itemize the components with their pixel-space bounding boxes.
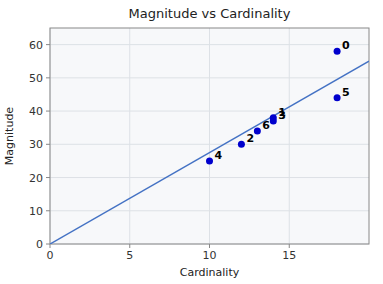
point-annotation: 6 — [262, 119, 270, 132]
y-tick-label: 40 — [29, 105, 43, 118]
y-grid-line — [50, 77, 369, 78]
x-tick — [209, 244, 210, 248]
point-annotation: 4 — [215, 149, 223, 162]
x-tick-label: 10 — [203, 249, 217, 262]
y-grid-line — [50, 111, 369, 112]
y-grid-line — [50, 44, 369, 45]
scatter-point — [254, 128, 261, 135]
y-tick-label: 20 — [29, 172, 43, 185]
x-tick-label: 0 — [47, 249, 54, 262]
y-tick-label: 0 — [36, 238, 43, 251]
chart-svg: 05101501020304050600123456Magnitude vs C… — [0, 0, 383, 284]
marks — [50, 48, 369, 244]
x-grid-line — [209, 28, 210, 244]
x-tick — [289, 244, 290, 248]
x-grid-line — [289, 28, 290, 244]
y-grid-line — [50, 177, 369, 178]
y-grid-line — [50, 210, 369, 211]
y-tick — [46, 244, 50, 245]
y-tick — [46, 111, 50, 112]
trend-line — [50, 61, 369, 244]
point-annotation: 2 — [246, 132, 254, 145]
y-tick — [46, 144, 50, 145]
scatter-point — [238, 141, 245, 148]
y-tick — [46, 77, 50, 78]
chart-container: 05101501020304050600123456Magnitude vs C… — [0, 0, 383, 284]
y-tick — [46, 44, 50, 45]
scatter-point — [334, 48, 341, 55]
point-annotation: 3 — [278, 109, 286, 122]
grid — [50, 28, 369, 244]
x-tick-label: 5 — [126, 249, 133, 262]
scatter-point — [270, 118, 277, 125]
y-tick-label: 60 — [29, 39, 43, 52]
point-annotation: 0 — [342, 39, 350, 52]
x-tick — [129, 244, 130, 248]
annotations: 0123456 — [215, 39, 351, 162]
y-tick-label: 30 — [29, 138, 43, 151]
scatter-point — [206, 157, 213, 164]
scatter-point — [334, 94, 341, 101]
y-grid-line — [50, 144, 369, 145]
y-tick — [46, 210, 50, 211]
x-tick-label: 15 — [282, 249, 296, 262]
plot-frame — [50, 28, 369, 244]
point-annotation: 5 — [342, 86, 350, 99]
plot-background — [50, 28, 369, 244]
y-axis-label: Magnitude — [3, 107, 16, 166]
x-grid-line — [129, 28, 130, 244]
x-tick — [50, 244, 51, 248]
y-tick — [46, 177, 50, 178]
y-tick-label: 50 — [29, 72, 43, 85]
chart-title: Magnitude vs Cardinality — [129, 6, 291, 21]
x-axis-label: Cardinality — [180, 266, 240, 279]
y-tick-label: 10 — [29, 205, 43, 218]
